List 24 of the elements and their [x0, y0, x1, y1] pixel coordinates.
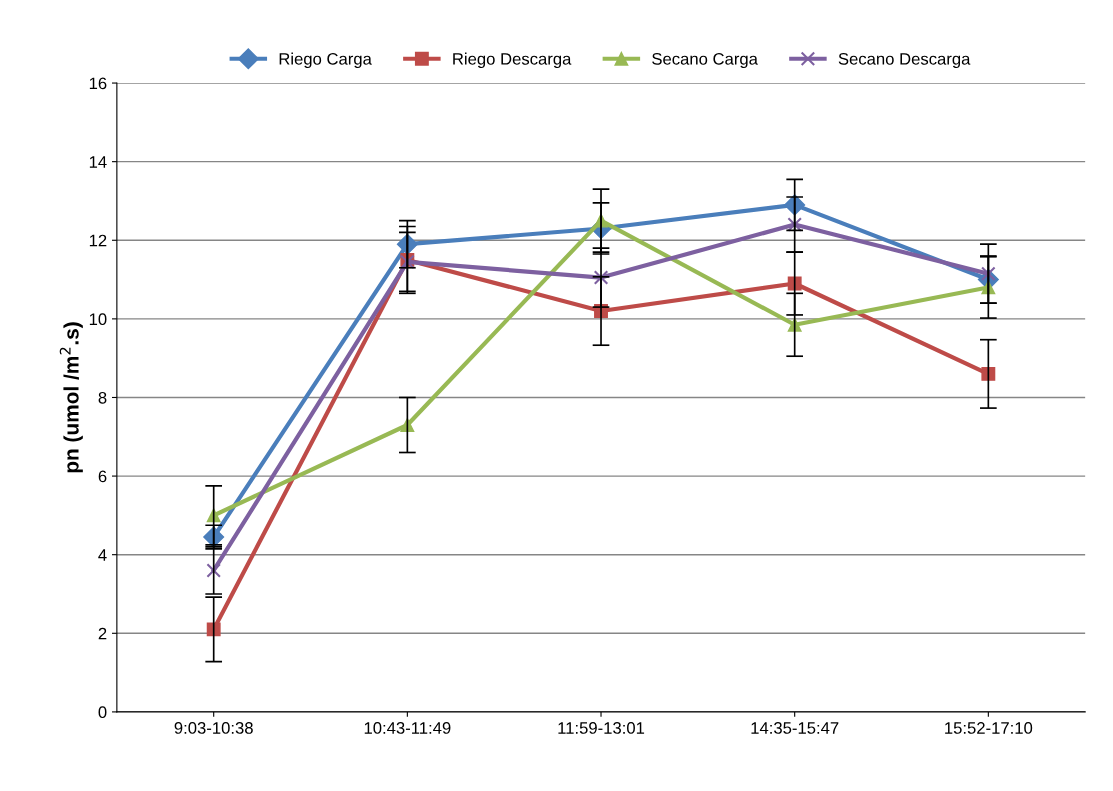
x-tick-label: 14:35-15:47 [751, 722, 839, 734]
point [787, 217, 802, 232]
point [396, 233, 418, 255]
y-tick-label: 8 [98, 391, 107, 404]
y-axis-title: pn (umol /m$^{2}$.s) [59, 322, 83, 473]
legend-label: Riego Descarga [453, 52, 572, 69]
point [206, 563, 221, 578]
legend-label: Secano Carga [652, 52, 758, 69]
y-tick-label: 10 [89, 313, 107, 326]
legend-label: Secano Descarga [838, 52, 971, 69]
y-tick-label: 16 [89, 77, 107, 90]
x-tick-label: 15:52-17:10 [945, 722, 1033, 734]
x-tick-label: 11:59-13:01 [558, 722, 645, 734]
y-tick-label: 2 [98, 627, 107, 640]
point [593, 270, 609, 285]
y-tick-label: 4 [98, 549, 107, 561]
y-tick-label: 14 [89, 156, 107, 168]
y-tick-label: 0 [98, 706, 107, 719]
point [981, 366, 996, 381]
y-tick-label: 12 [89, 234, 107, 247]
legend-label: Riego Carga [279, 52, 372, 69]
y-tick-label: 6 [98, 470, 107, 483]
x-tick-label: 9:03-10:38 [174, 722, 253, 734]
x-tick-label: 10:43-11:49 [364, 722, 451, 734]
